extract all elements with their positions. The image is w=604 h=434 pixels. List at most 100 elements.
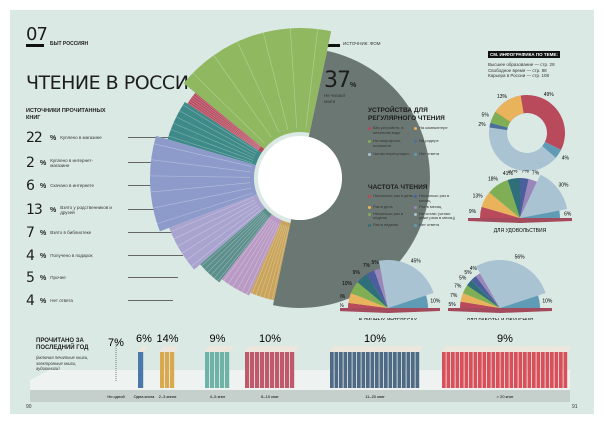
slice-7 (250, 220, 291, 301)
legend-item: Несколько раз в день (368, 193, 414, 203)
source-value: 5 (26, 270, 35, 286)
book-top (446, 346, 455, 352)
book (402, 352, 406, 388)
semi-slice (500, 295, 540, 308)
book-top (255, 346, 264, 352)
book-top (250, 346, 259, 352)
book-top (379, 346, 388, 352)
source-label: Нет ответа (50, 298, 73, 304)
semi-slice (520, 210, 560, 218)
not-reading-label: Не читают книги (324, 93, 346, 104)
page-line (170, 196, 254, 232)
legend-swatch (368, 153, 371, 157)
book-top (464, 346, 473, 352)
book-top (220, 346, 229, 352)
book (518, 352, 523, 388)
book-top (366, 346, 374, 352)
sources-fan-chart (149, 27, 430, 308)
book-top (375, 346, 383, 352)
book (527, 352, 532, 388)
semi-slice (471, 276, 500, 308)
see-also-link[interactable]: Свободное время — стр. 88 (488, 67, 547, 73)
book-top (384, 346, 392, 352)
legend-item: Нет ответа (414, 152, 460, 157)
source-label: Взято в библиотеке (50, 230, 92, 236)
section-label: БЫТ РОССИЯН (50, 41, 89, 47)
source-label: Прочее (50, 275, 66, 281)
page-line (191, 209, 262, 267)
book (473, 352, 478, 388)
book-top (205, 346, 214, 352)
semi-label: 5% (464, 270, 472, 276)
book-top (527, 346, 536, 352)
semi-label: 5% (449, 302, 457, 308)
source-value: 4 (26, 248, 35, 264)
book (250, 352, 255, 388)
page-line (213, 55, 272, 138)
legend-label: Нет ответа (419, 151, 440, 157)
book (225, 352, 230, 388)
book-top (550, 346, 558, 352)
book-top (532, 346, 540, 352)
page-line (241, 222, 278, 293)
legend-item: Без устройств, в печатном виде (368, 125, 414, 135)
book-top (160, 346, 169, 352)
see-also: СМ. ИНФОГРАФИКА ПО ТЕМЕ: Высшее образова… (488, 43, 578, 79)
see-also-link[interactable]: Высшее образование — стр. 28 (488, 62, 555, 67)
book-top (473, 346, 482, 352)
book-top (270, 346, 279, 352)
book-top (370, 346, 379, 352)
semi-slice (350, 282, 388, 308)
bar-category: Одна книга (134, 394, 155, 399)
semi-slice (460, 301, 500, 308)
legend-label: Нет ответа (419, 221, 440, 227)
legend-label: Несколько раз в день (373, 193, 414, 198)
book (215, 352, 220, 388)
book (170, 352, 175, 388)
pct-sign: % (50, 134, 57, 142)
slice-6 (221, 214, 282, 296)
book (563, 352, 568, 388)
page-line (179, 110, 257, 154)
legend-swatch (414, 212, 417, 216)
page-line (152, 187, 252, 209)
semi-slice (374, 268, 388, 308)
book (290, 352, 295, 388)
book (523, 352, 527, 388)
semi-label: 10% (342, 281, 353, 287)
page-line (267, 226, 288, 299)
book (210, 352, 215, 388)
frequency-legend: Несколько раз в день Несколько раз в меся… (368, 193, 460, 228)
legend-item: Раз в месяц (414, 205, 460, 210)
issue-number: 07 (26, 24, 48, 45)
donut-label: 5% (482, 113, 490, 119)
devices-legend: Без устройств, в печатном виде На компьют… (368, 125, 460, 157)
book (478, 352, 482, 388)
semi-slice (475, 273, 500, 308)
semi-label: 4% (470, 266, 478, 272)
book (384, 352, 388, 388)
source-item: 22% Куплено в магазине (26, 130, 116, 146)
legend-swatch (368, 206, 371, 210)
bar-value: 6% (136, 333, 152, 345)
slice-1 (187, 92, 265, 153)
donut-slice (489, 127, 556, 171)
devices-donut-chart: 49% 4% 41% 2% 5% 13% (478, 92, 569, 177)
legend-label: Несколько раз в неделю (373, 210, 404, 221)
source-label: Скачано в интернете (50, 183, 95, 189)
page-line (251, 224, 282, 294)
book (275, 352, 280, 388)
book (496, 352, 500, 388)
see-also-link[interactable]: Карьера в России — стр. 108 (488, 73, 550, 78)
legend-swatch (414, 153, 417, 157)
book-top (361, 346, 370, 352)
book (469, 352, 473, 388)
book (460, 352, 464, 388)
book-top (514, 346, 522, 352)
legend-item: Раз в день (368, 205, 414, 210)
semi-slice (507, 178, 520, 218)
semi-slice (388, 295, 428, 308)
book-top (260, 346, 269, 352)
bar-category: 11–20 книг (365, 394, 385, 399)
source-item: 7% Взято в библиотеке (26, 225, 106, 241)
